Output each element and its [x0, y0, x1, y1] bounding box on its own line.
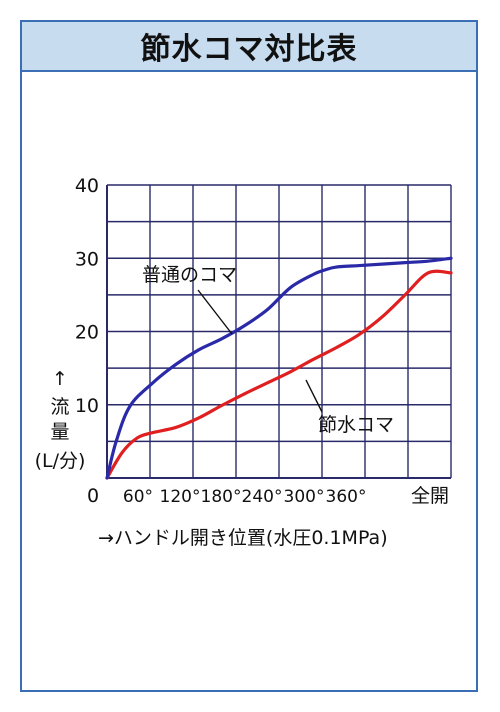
series-line-setsusui-koma: [105, 269, 453, 480]
chart-frame: 節水コマ対比表: [20, 20, 478, 692]
x-tick-label: 60°: [123, 487, 153, 507]
y-tick-label: 10: [75, 395, 99, 417]
x-tick-label: 全開: [411, 485, 449, 507]
y-tick-label: 20: [75, 322, 99, 344]
chart-title: 節水コマ対比表: [140, 32, 358, 67]
y-axis-unit: (L/分): [35, 450, 86, 472]
y-axis-label: 流: [50, 396, 69, 418]
y-tick-label: 40: [75, 175, 99, 197]
x-tick-label: 300°: [284, 487, 325, 507]
annotation-leader-line: [305, 379, 323, 413]
annotation-leader-line: [197, 289, 233, 335]
y-axis-label: 量: [50, 421, 69, 443]
x-axis-label: →ハンドル開き位置(水圧0.1MPa): [98, 527, 388, 549]
title-bar: 節水コマ対比表: [22, 22, 476, 72]
series-line-futsuu-koma: [105, 256, 453, 480]
annotation-setsusui-koma: 節水コマ: [318, 414, 394, 436]
y-tick-label: 30: [75, 248, 99, 270]
y-axis-arrow: ↑: [52, 368, 68, 390]
x-tick-label: 240°: [242, 487, 283, 507]
x-tick-label: 360°: [326, 487, 367, 507]
annotation-futsuu-koma: 普通のコマ: [142, 264, 237, 286]
x-tick-label: 180°: [201, 487, 242, 507]
x-tick-label: 120°: [160, 487, 201, 507]
x-tick-label: 0: [87, 485, 99, 507]
